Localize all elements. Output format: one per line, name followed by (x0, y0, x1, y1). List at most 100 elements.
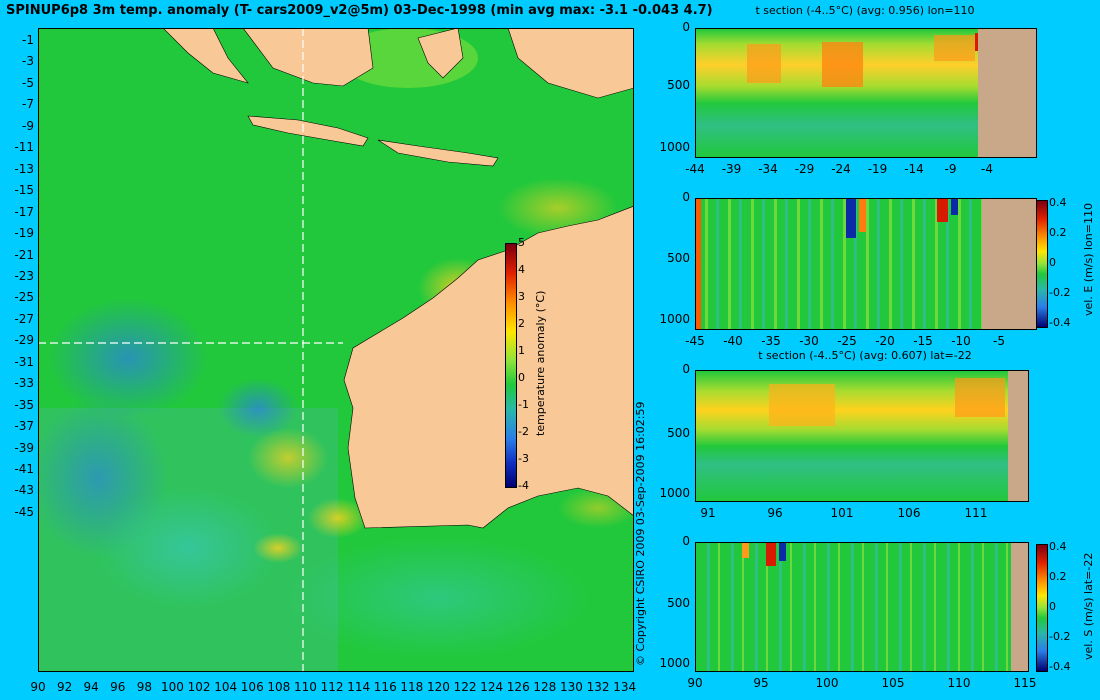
panel2-x-tick: -45 (685, 334, 705, 348)
lon-tick-label: 134 (613, 680, 637, 694)
lat-tick-label: -23 (14, 268, 34, 283)
panel2-colorbar (1036, 200, 1048, 328)
lat-tick-label: -3 (22, 54, 34, 69)
main-colorbar-tick: 3 (518, 290, 525, 303)
panel4-x-tick: 90 (687, 676, 703, 690)
main-colorbar-tick: 4 (518, 263, 525, 276)
sumatra-land (162, 28, 249, 84)
panel1-title: t section (-4..5°C) (avg: 0.956) lon=110 (755, 4, 975, 17)
lon-tick-label: 102 (187, 680, 211, 694)
main-colorbar-tick: 0 (518, 371, 525, 384)
lat-tick-label: -33 (14, 376, 34, 391)
lat-tick-label: -41 (14, 462, 34, 476)
panel2-x-tick: -30 (799, 334, 819, 348)
panel4-colorbar-tick: 0.4 (1049, 540, 1067, 553)
lon-tick-label: 116 (373, 680, 397, 694)
panel3-depth-tick: 500 (667, 426, 690, 440)
panel2-x-tick: -25 (837, 334, 857, 348)
panel4-depth-tick: 500 (667, 596, 690, 610)
borneo-land (242, 28, 374, 87)
main-colorbar-tick: 1 (518, 344, 525, 357)
panel3-x-tick: 101 (830, 506, 854, 520)
new-guinea-land (507, 28, 634, 99)
sulawesi-land (417, 28, 464, 79)
panel3-depth-tick: 0 (682, 362, 690, 376)
lat-tick-label: -45 (14, 504, 34, 519)
panel4-x-tick: 115 (1013, 676, 1037, 690)
panel4-colorbar-tick: -0.2 (1049, 630, 1071, 643)
panel2-depth-tick: 0 (682, 190, 690, 204)
panel4-x-tick: 110 (947, 676, 971, 690)
panel3-title: t section (-4..5°C) (avg: 0.607) lat=-22 (758, 349, 972, 362)
panel4-colorbar (1036, 544, 1048, 672)
panel4-colorbar-label: vel. S (m/s) lat=-22 (1082, 552, 1095, 660)
lat-tick-label: -7 (22, 97, 34, 112)
lon-tick-label: 98 (136, 680, 153, 694)
panel1-x-tick: -44 (685, 162, 705, 176)
panel4-depth-tick: 0 (682, 534, 690, 548)
panel1-x-tick: -24 (831, 162, 851, 176)
main-colorbar-tick: -3 (518, 452, 529, 465)
lon-tick-label: 104 (214, 680, 238, 694)
lon-tick-label: 120 (427, 680, 450, 694)
panel1-x-tick: -29 (794, 162, 815, 176)
main-colorbar (505, 243, 517, 488)
panel4-colorbar-tick: -0.4 (1049, 660, 1071, 673)
lat-tick-label: -43 (14, 483, 34, 498)
lon-tick-label: 90 (30, 680, 46, 694)
temperature-anomaly-map (38, 28, 634, 672)
main-title: SPINUP6p8 3m temp. anomaly (T- cars2009_… (6, 3, 713, 18)
lat-tick-label: -25 (14, 290, 34, 305)
lat-tick-label: -27 (14, 311, 34, 326)
panel3-x-tick: 111 (964, 506, 988, 520)
panel2-depth-tick: 500 (667, 251, 690, 265)
panel4-x-tick: 100 (815, 676, 839, 690)
panel3-x-tick: 106 (897, 506, 921, 520)
australia-land (343, 205, 634, 529)
lon-tick-label: 118 (400, 680, 424, 694)
panel2-plot (695, 198, 1037, 330)
lat-tick-label: -13 (14, 161, 34, 176)
lat-tick-label: -21 (14, 247, 34, 262)
panel3-depth-tick: 1000 (659, 486, 690, 500)
lat-tick-label: -19 (14, 226, 34, 241)
panel1-x-tick: -19 (867, 162, 888, 176)
lon-tick-label: 110 (294, 680, 317, 694)
panel2-x-tick: -20 (875, 334, 895, 348)
panel3-x-tick: 96 (767, 506, 783, 520)
panel4-plot (695, 542, 1029, 672)
panel1-depth-tick: 0 (682, 20, 690, 34)
panel4-x-tick: 105 (881, 676, 905, 690)
copyright-text: © Copyright CSIRO 2009 03-Sep-2009 16:02… (634, 401, 647, 667)
panel2-colorbar-tick: 0.2 (1049, 226, 1067, 239)
lat-tick-label: -1 (22, 33, 34, 47)
panel1-depth-tick: 1000 (659, 140, 690, 154)
main-colorbar-tick: -1 (518, 398, 529, 411)
lon-tick-label: 124 (480, 680, 504, 694)
lon-tick-label: 100 (161, 680, 184, 694)
panel2-colorbar-tick: -0.2 (1049, 286, 1071, 299)
nusa-tenggara-land (377, 139, 499, 167)
panel2-x-tick: -5 (993, 334, 1005, 348)
panel2-x-tick: -35 (761, 334, 781, 348)
lon-tick-label: 128 (533, 680, 557, 694)
lon-tick-label: 126 (506, 680, 530, 694)
main-colorbar-tick: -4 (518, 479, 529, 492)
lat-tick-label: -15 (14, 183, 34, 198)
panel3-x-tick: 91 (700, 506, 716, 520)
panel1-x-tick: -14 (904, 162, 924, 176)
panel1-plot (695, 28, 1037, 158)
lat-tick-label: -31 (14, 354, 34, 369)
main-colorbar-label: temperature anomaly (°C) (534, 290, 547, 436)
panel4-x-tick: 95 (753, 676, 769, 690)
lat-tick-label: -9 (22, 118, 34, 133)
java-land (247, 115, 369, 147)
lat-tick-label: -39 (14, 440, 34, 455)
panel2-colorbar-tick: 0.4 (1049, 196, 1067, 209)
lon-tick-label: 106 (240, 680, 264, 694)
lon-tick-label: 130 (560, 680, 583, 694)
panel2-x-tick: -40 (723, 334, 743, 348)
panel2-x-tick: -10 (951, 334, 971, 348)
main-colorbar-tick: 5 (518, 236, 525, 249)
panel4-depth-tick: 1000 (659, 656, 690, 670)
